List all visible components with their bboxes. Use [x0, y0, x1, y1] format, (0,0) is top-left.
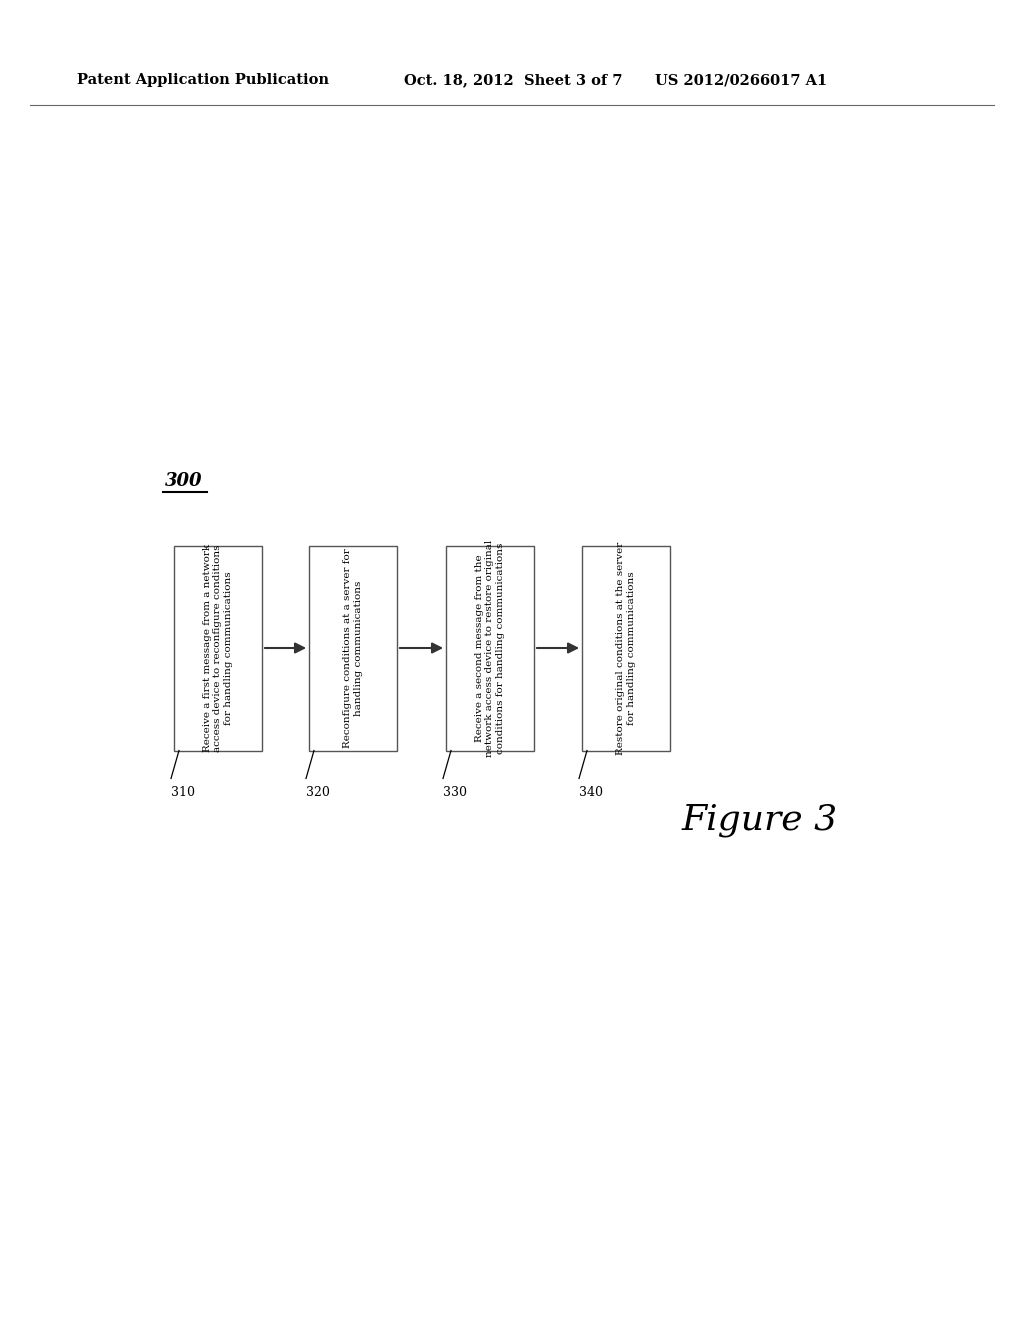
- Text: Figure 3: Figure 3: [682, 803, 838, 837]
- Bar: [174, 545, 262, 751]
- Text: Reconfigure conditions at a server for
handling communications: Reconfigure conditions at a server for h…: [343, 548, 362, 748]
- Text: US 2012/0266017 A1: US 2012/0266017 A1: [655, 73, 827, 87]
- Text: 330: 330: [443, 787, 467, 800]
- Text: 300: 300: [165, 473, 203, 490]
- Text: 320: 320: [306, 787, 330, 800]
- Bar: [582, 545, 670, 751]
- Text: Oct. 18, 2012  Sheet 3 of 7: Oct. 18, 2012 Sheet 3 of 7: [404, 73, 623, 87]
- Text: Restore original conditions at the server
for handling communications: Restore original conditions at the serve…: [616, 541, 636, 755]
- Bar: [446, 545, 534, 751]
- Text: Receive a first message from a network
access device to reconfigure conditions
f: Receive a first message from a network a…: [203, 544, 232, 752]
- Bar: [309, 545, 397, 751]
- Text: Receive a second message from the
network access device to restore original
cond: Receive a second message from the networ…: [475, 540, 505, 756]
- Text: 340: 340: [579, 787, 603, 800]
- Text: Patent Application Publication: Patent Application Publication: [77, 73, 329, 87]
- Text: 310: 310: [171, 787, 195, 800]
